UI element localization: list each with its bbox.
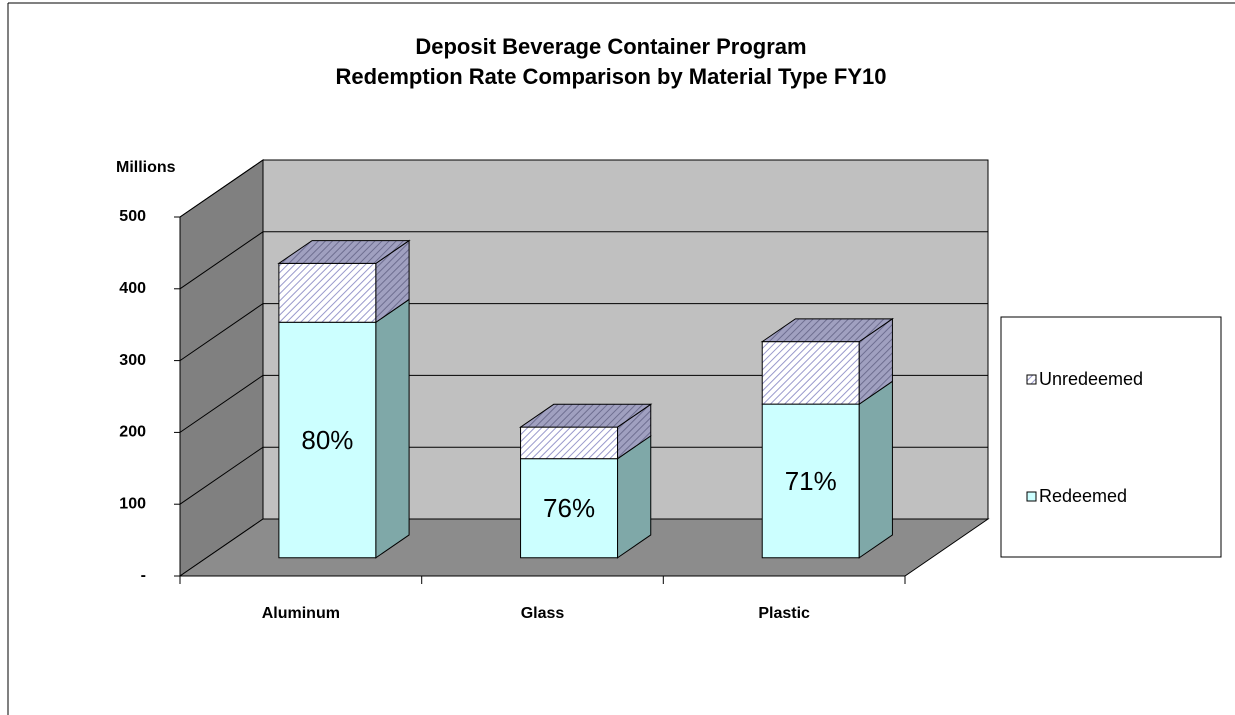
bar-segment bbox=[278, 321, 377, 559]
bar-top bbox=[277, 240, 411, 264]
legend bbox=[1000, 316, 1222, 558]
y-tick-label: 500 bbox=[119, 208, 146, 225]
legend-marker bbox=[1026, 491, 1037, 502]
y-axis-label: Millions bbox=[116, 159, 176, 176]
x-tick-label: Aluminum bbox=[262, 605, 340, 622]
bar-segment bbox=[520, 426, 619, 460]
bar-segment bbox=[278, 262, 377, 323]
grid-line bbox=[179, 303, 988, 362]
chart-title: Deposit Beverage Container Program bbox=[415, 34, 806, 59]
grid-line bbox=[179, 446, 988, 505]
x-tick-label: Glass bbox=[521, 605, 565, 622]
legend-label: Unredeemed bbox=[1039, 369, 1143, 389]
bar-label: 71% bbox=[785, 466, 837, 496]
bar-label: 80% bbox=[301, 425, 353, 455]
grid-line bbox=[179, 159, 988, 218]
bar-label: 76% bbox=[543, 493, 595, 523]
x-tick-label: Plastic bbox=[758, 605, 810, 622]
y-tick-label: 300 bbox=[119, 352, 146, 369]
legend-marker bbox=[1026, 374, 1037, 385]
bar-side bbox=[375, 298, 410, 559]
bar-segment bbox=[761, 403, 860, 559]
bar-top bbox=[760, 318, 895, 343]
y-tick-label: 200 bbox=[119, 424, 146, 441]
legend-label: Redeemed bbox=[1039, 486, 1127, 506]
bar-segment bbox=[761, 341, 860, 405]
side-wall bbox=[179, 159, 264, 577]
chart-title: Redemption Rate Comparison by Material T… bbox=[336, 64, 887, 89]
grid-line bbox=[179, 231, 988, 290]
y-tick-label: 100 bbox=[119, 495, 146, 512]
y-tick-label: - bbox=[141, 567, 146, 584]
bar-side bbox=[858, 380, 893, 559]
bar-top bbox=[518, 403, 653, 428]
y-tick-label: 400 bbox=[119, 280, 146, 297]
grid-line bbox=[179, 374, 988, 433]
